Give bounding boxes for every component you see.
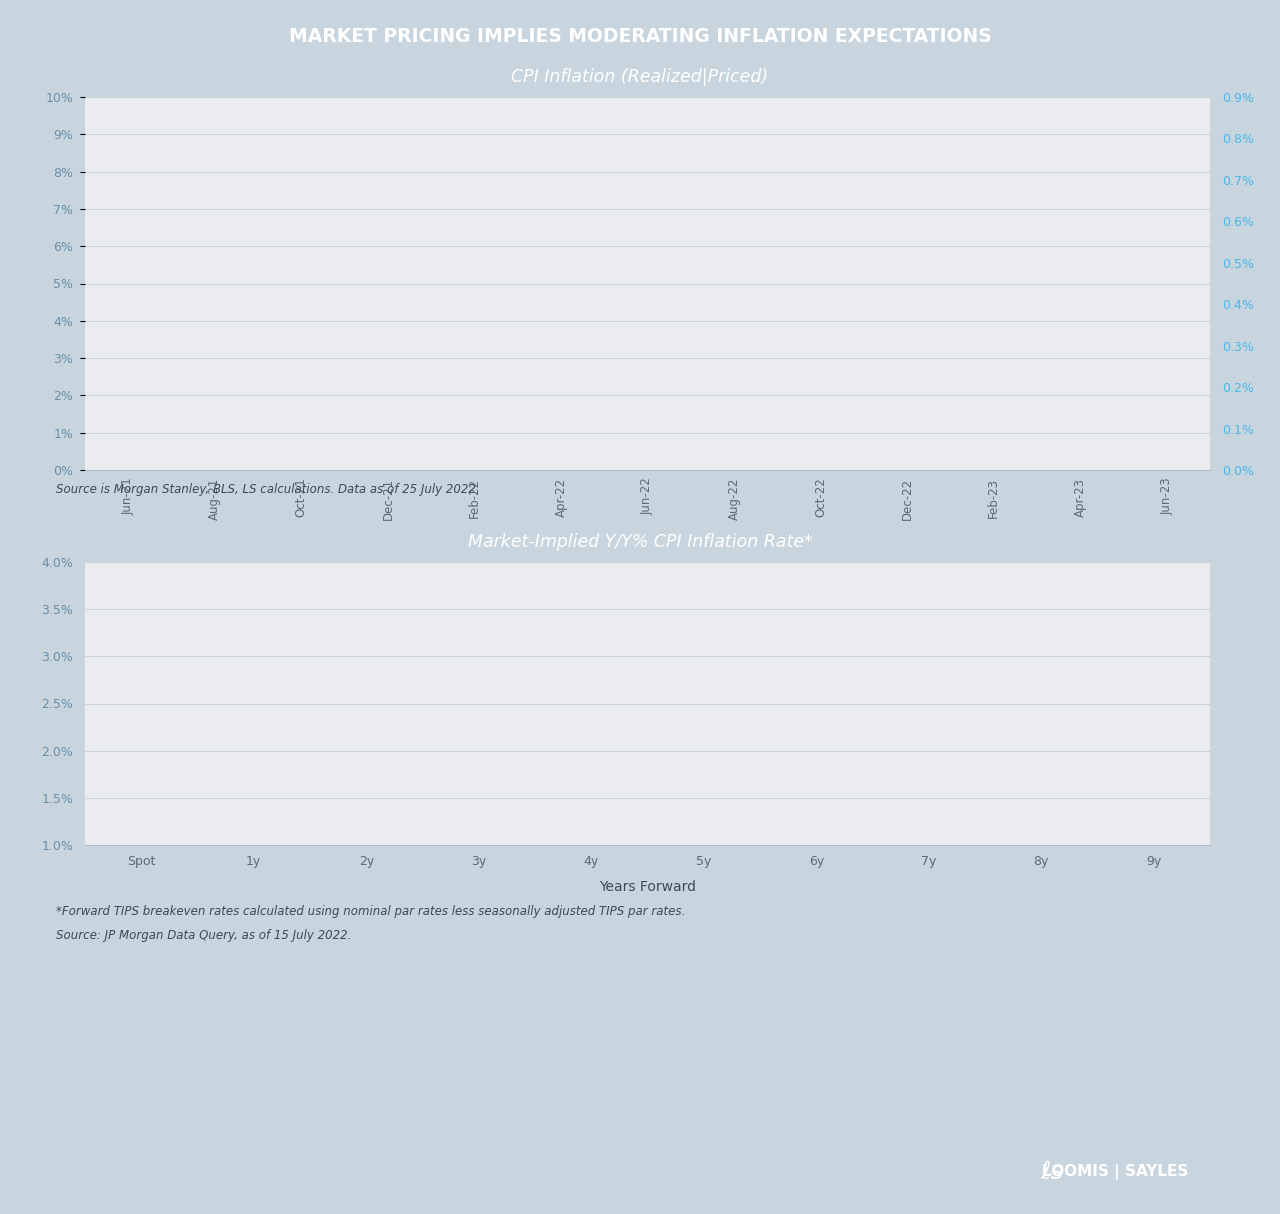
- Text: LOOMIS | SAYLES: LOOMIS | SAYLES: [1042, 1164, 1189, 1180]
- Text: Market-Implied Y/Y% CPI Inflation Rate*: Market-Implied Y/Y% CPI Inflation Rate*: [467, 533, 813, 551]
- X-axis label: Years Forward: Years Forward: [599, 879, 696, 894]
- Text: CPI Inflation (Realized|Priced): CPI Inflation (Realized|Priced): [512, 68, 768, 86]
- Text: MARKET PRICING IMPLIES MODERATING INFLATION EXPECTATIONS: MARKET PRICING IMPLIES MODERATING INFLAT…: [288, 27, 992, 46]
- Text: Source: JP Morgan Data Query, as of 15 July 2022.: Source: JP Morgan Data Query, as of 15 J…: [56, 929, 352, 942]
- Text: ℓs: ℓs: [1041, 1161, 1064, 1184]
- Text: Source is Morgan Stanley, BLS, LS calculations. Data as of 25 July 2022.: Source is Morgan Stanley, BLS, LS calcul…: [56, 483, 480, 497]
- Text: *Forward TIPS breakeven rates calculated using nominal par rates less seasonally: *Forward TIPS breakeven rates calculated…: [56, 904, 685, 918]
